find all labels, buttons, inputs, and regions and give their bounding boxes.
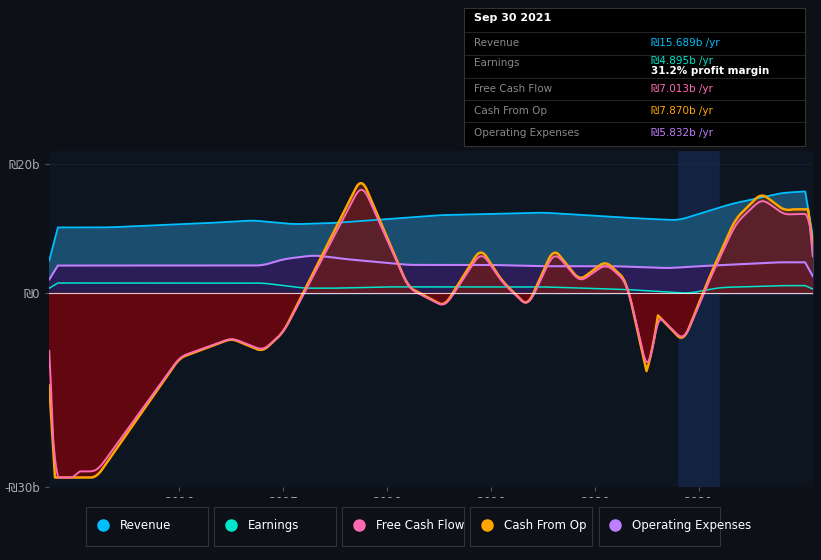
Text: Sep 30 2021: Sep 30 2021 xyxy=(474,13,552,23)
Bar xyxy=(214,507,336,546)
Text: ₪4.895b /yr: ₪4.895b /yr xyxy=(651,56,713,66)
Text: 31.2% profit margin: 31.2% profit margin xyxy=(651,66,769,76)
Text: Cash From Op: Cash From Op xyxy=(504,519,586,532)
Text: Earnings: Earnings xyxy=(248,519,299,532)
Text: Operating Expenses: Operating Expenses xyxy=(474,128,580,138)
Text: Operating Expenses: Operating Expenses xyxy=(632,519,751,532)
Text: Cash From Op: Cash From Op xyxy=(474,106,547,116)
Text: Revenue: Revenue xyxy=(474,39,519,48)
Bar xyxy=(470,507,592,546)
Text: Earnings: Earnings xyxy=(474,58,520,68)
Text: ₪7.013b /yr: ₪7.013b /yr xyxy=(651,85,713,94)
Text: Revenue: Revenue xyxy=(120,519,171,532)
Bar xyxy=(86,507,208,546)
Text: ₪15.689b /yr: ₪15.689b /yr xyxy=(651,39,720,48)
Bar xyxy=(342,507,464,546)
Text: ₪5.832b /yr: ₪5.832b /yr xyxy=(651,128,713,138)
Text: Free Cash Flow: Free Cash Flow xyxy=(474,85,553,94)
Bar xyxy=(599,507,720,546)
Text: Free Cash Flow: Free Cash Flow xyxy=(376,519,464,532)
Text: ₪7.870b /yr: ₪7.870b /yr xyxy=(651,106,713,116)
